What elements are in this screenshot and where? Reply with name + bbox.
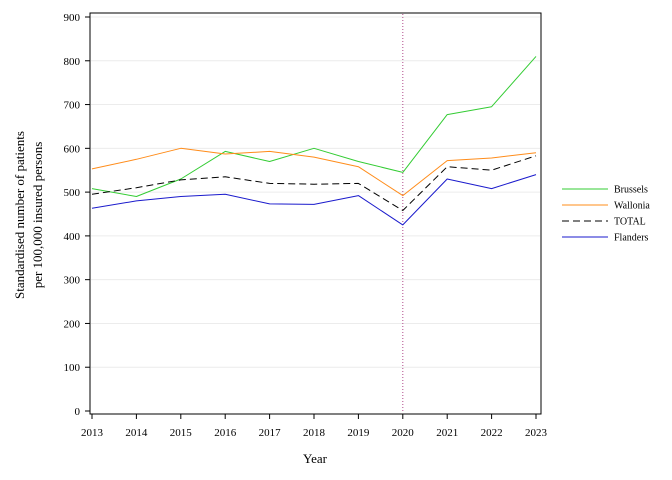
x-axis-label: Year xyxy=(303,451,328,466)
x-tick-label: 2016 xyxy=(214,427,237,439)
y-tick-label: 400 xyxy=(64,231,81,243)
y-axis-label-line-2: per 100,000 insured persons xyxy=(30,142,45,289)
series-lines xyxy=(91,56,537,226)
x-tick-label: 2020 xyxy=(392,427,415,439)
y-tick-label: 900 xyxy=(64,12,81,24)
legend-label-brussels: Brussels xyxy=(614,185,648,196)
legend-label-flanders: Flanders xyxy=(614,233,649,244)
x-tick-label: 2017 xyxy=(259,427,282,439)
y-tick-label: 200 xyxy=(64,318,81,330)
series-line-total xyxy=(91,155,537,211)
x-axis: 2013 2014 2015 2016 2017 2018 2019 2020 2021 2022… xyxy=(81,414,548,439)
x-tick-label: 2014 xyxy=(125,427,148,439)
y-tick-label: 500 xyxy=(64,187,81,199)
legend: Brussels Wallonia TOTAL Flanders xyxy=(562,185,650,244)
x-tick-label: 2015 xyxy=(170,427,193,439)
y-tick-label: 100 xyxy=(64,362,81,374)
plot-area xyxy=(89,12,542,415)
y-tick-label: 600 xyxy=(64,143,81,155)
x-tick-label: 2013 xyxy=(81,427,104,439)
x-tick-label: 2019 xyxy=(347,427,370,439)
series-line-brussels xyxy=(91,56,537,197)
x-tick-label: 2023 xyxy=(525,427,548,439)
y-axis: 0 100 200 300 400 500 600 700 800 900 xyxy=(64,12,90,418)
y-tick-label: 800 xyxy=(64,56,81,68)
y-tick-label: 0 xyxy=(75,406,81,418)
y-tick-label: 700 xyxy=(64,100,81,112)
legend-label-total: TOTAL xyxy=(614,217,646,228)
series-line-flanders xyxy=(91,174,537,226)
y-tick-label: 300 xyxy=(64,275,81,287)
x-tick-label: 2018 xyxy=(303,427,326,439)
x-tick-label: 2022 xyxy=(481,427,503,439)
y-axis-label-line-1: Standardised number of patients xyxy=(12,131,27,299)
x-tick-label: 2021 xyxy=(436,427,458,439)
series-line-wallonia xyxy=(91,147,537,197)
legend-label-wallonia: Wallonia xyxy=(614,201,650,212)
